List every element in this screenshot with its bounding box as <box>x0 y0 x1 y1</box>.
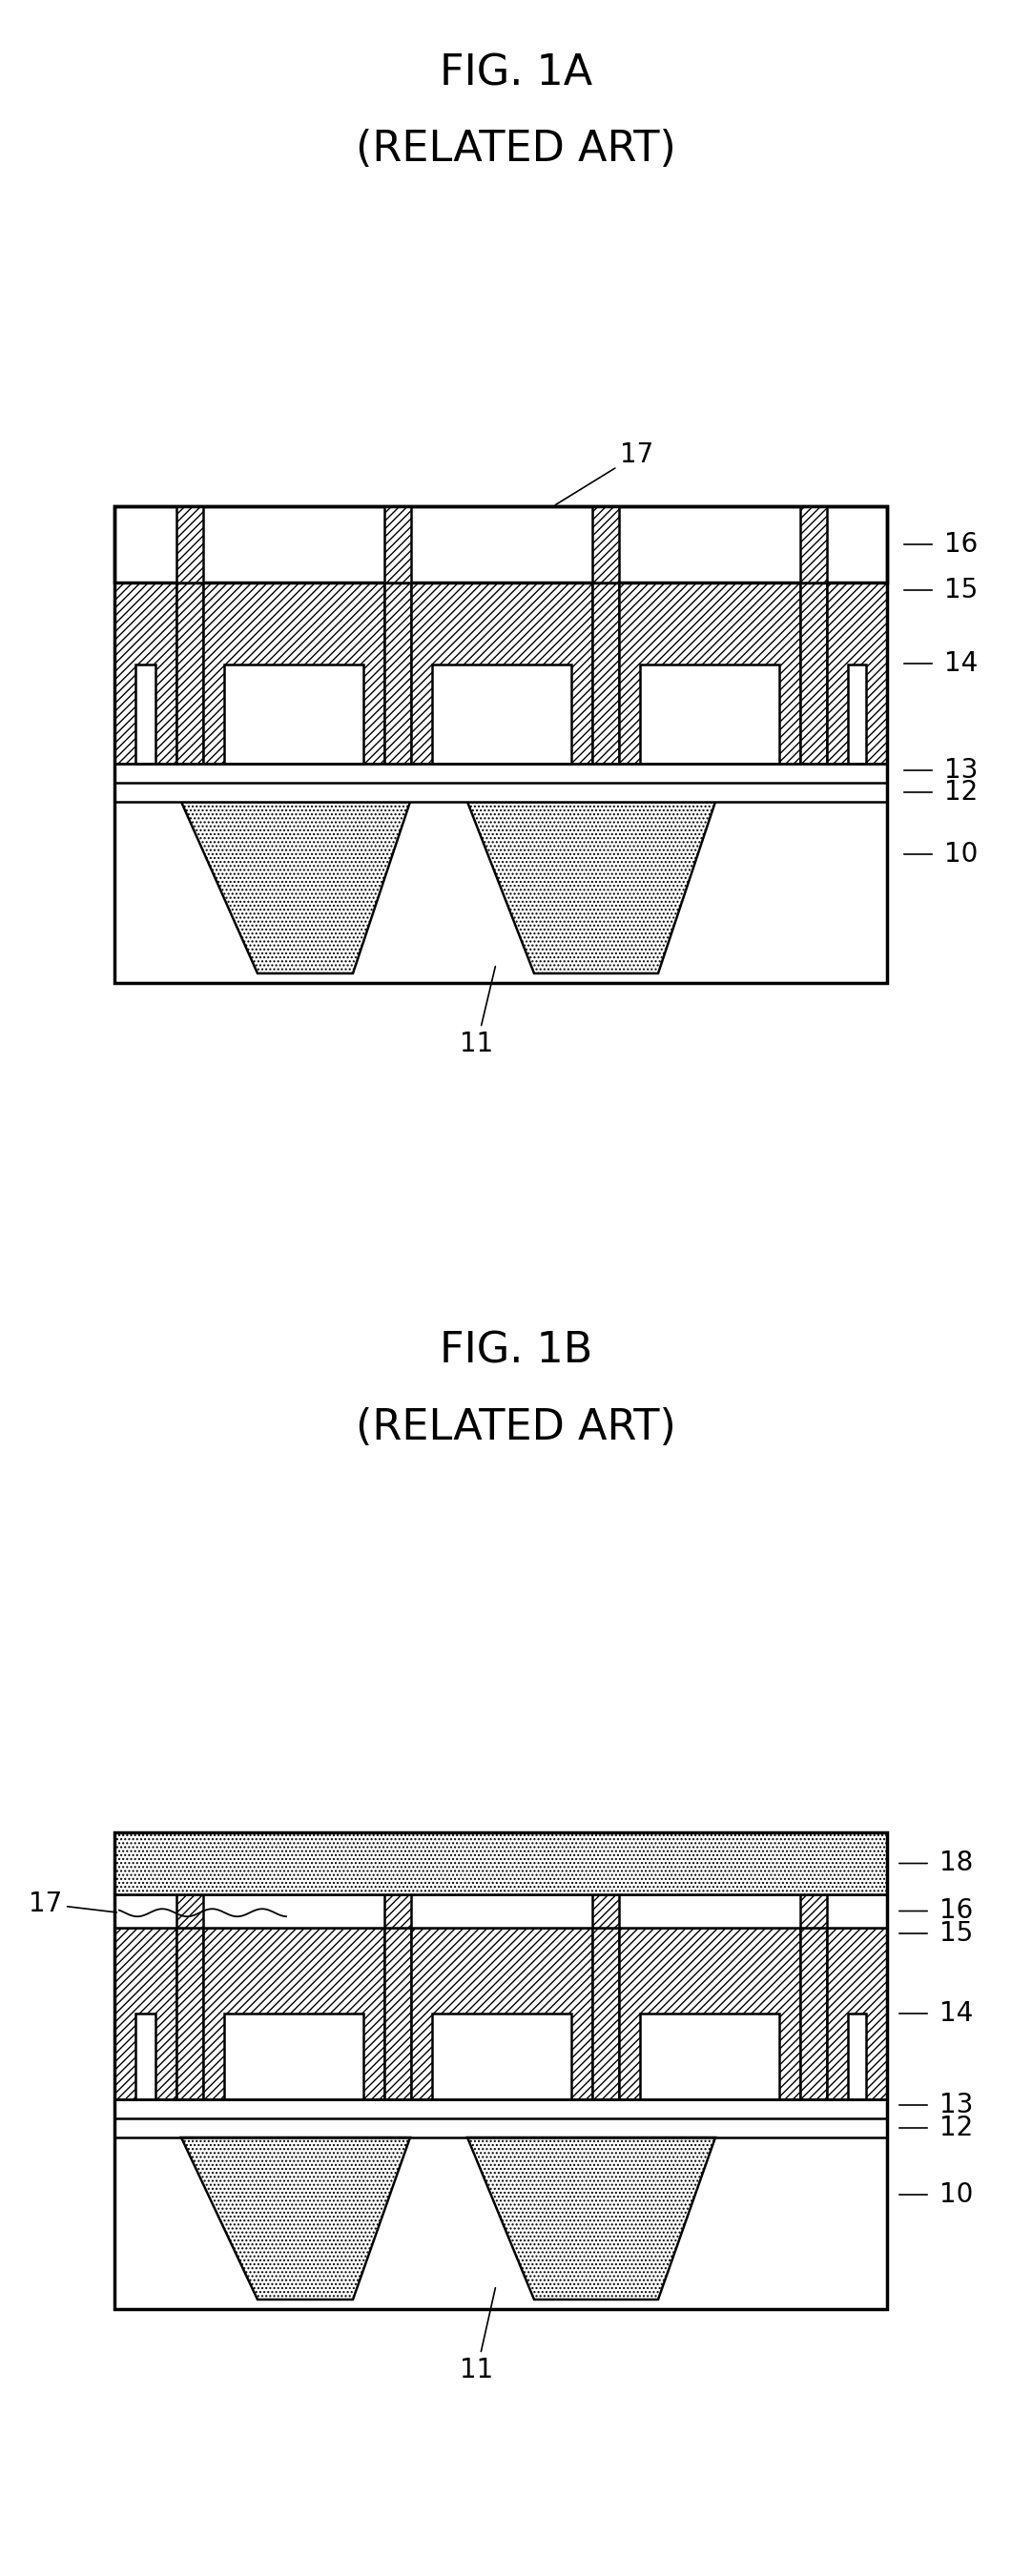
Bar <box>384 1893 411 2099</box>
Bar <box>203 582 384 762</box>
Polygon shape <box>182 2138 410 2300</box>
Text: 12: 12 <box>939 2115 973 2141</box>
Bar <box>432 2014 572 2099</box>
Text: (RELATED ART): (RELATED ART) <box>356 129 676 170</box>
Bar <box>619 1927 800 2099</box>
Bar <box>176 507 203 582</box>
Text: 14: 14 <box>939 1999 973 2027</box>
Text: 12: 12 <box>944 778 978 806</box>
Bar <box>592 507 619 762</box>
Polygon shape <box>182 801 410 974</box>
Text: 11: 11 <box>460 966 495 1056</box>
Bar <box>800 1893 827 2099</box>
Bar <box>115 1893 888 1927</box>
Bar <box>115 507 888 984</box>
Text: FIG. 1B: FIG. 1B <box>440 1332 592 1373</box>
Bar <box>411 1927 592 2099</box>
Bar <box>848 665 866 762</box>
Bar <box>135 665 156 762</box>
Text: 11: 11 <box>460 2287 495 2383</box>
Text: 16: 16 <box>944 531 978 559</box>
Bar <box>115 783 888 801</box>
Text: 10: 10 <box>939 2182 973 2208</box>
Bar <box>115 1832 888 1893</box>
Bar <box>135 2014 156 2099</box>
Polygon shape <box>467 2138 715 2300</box>
Bar <box>827 1927 888 2099</box>
Bar <box>800 1893 827 1927</box>
Bar <box>592 1893 619 1927</box>
Bar <box>800 507 827 762</box>
Bar <box>224 2014 363 2099</box>
Text: (RELATED ART): (RELATED ART) <box>356 1406 676 1448</box>
Bar <box>176 1893 203 1927</box>
Bar <box>115 1832 888 2308</box>
Bar <box>115 507 888 582</box>
Bar <box>411 582 592 762</box>
Polygon shape <box>467 801 715 974</box>
Text: 16: 16 <box>939 1899 973 1924</box>
Bar <box>848 2014 866 2099</box>
Text: 15: 15 <box>944 577 978 603</box>
Bar <box>384 1893 411 1927</box>
Text: 13: 13 <box>939 2092 973 2117</box>
Bar <box>800 507 827 582</box>
Bar <box>115 1832 888 1893</box>
Bar <box>432 665 572 762</box>
Bar <box>640 2014 779 2099</box>
Bar <box>827 582 888 762</box>
Bar <box>384 507 411 582</box>
Text: 14: 14 <box>944 649 978 677</box>
Text: 18: 18 <box>939 1850 973 1878</box>
Text: FIG. 1A: FIG. 1A <box>440 52 592 93</box>
Bar <box>592 1893 619 2099</box>
Bar <box>176 507 203 762</box>
Bar <box>176 1893 203 2099</box>
Bar <box>203 1927 384 2099</box>
Bar <box>640 665 779 762</box>
Bar <box>115 507 888 984</box>
Text: 17: 17 <box>555 440 653 505</box>
Bar <box>115 762 888 783</box>
Bar <box>224 665 363 762</box>
Text: 13: 13 <box>944 757 978 783</box>
Bar <box>115 1927 176 2099</box>
Bar <box>384 507 411 762</box>
Bar <box>115 1832 888 2308</box>
Bar <box>115 582 176 762</box>
Bar <box>619 582 800 762</box>
Bar <box>592 507 619 582</box>
Text: 17: 17 <box>28 1891 117 1917</box>
Text: 15: 15 <box>939 1919 973 1947</box>
Text: 10: 10 <box>944 840 978 868</box>
